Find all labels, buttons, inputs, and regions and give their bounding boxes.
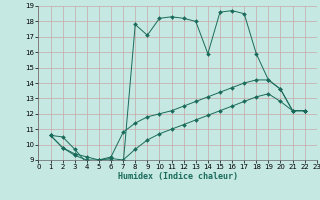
X-axis label: Humidex (Indice chaleur): Humidex (Indice chaleur)	[118, 172, 238, 181]
